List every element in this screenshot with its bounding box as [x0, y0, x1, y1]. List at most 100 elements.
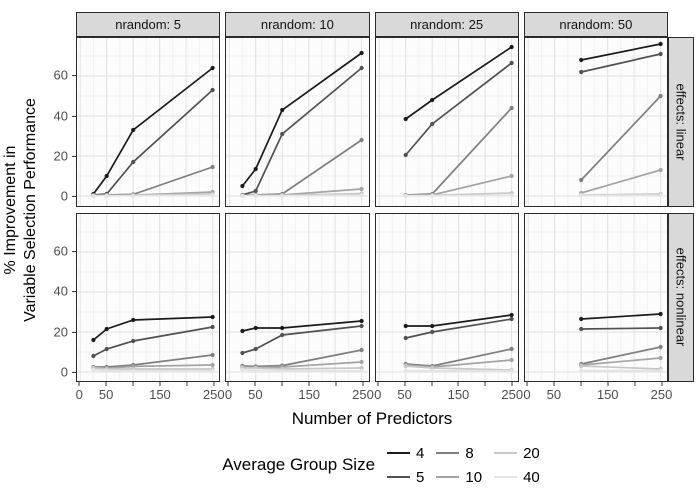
series-point-4 — [359, 318, 364, 323]
x-tick-label: 50 — [248, 387, 263, 402]
series-line-40 — [93, 368, 213, 372]
series-point-40 — [91, 367, 96, 372]
series-point-5 — [429, 121, 434, 127]
series-line-10 — [242, 360, 362, 368]
series-line-8 — [242, 139, 363, 197]
series-line-5 — [93, 325, 213, 357]
x-tick-mark — [511, 382, 513, 386]
series-point-4 — [253, 166, 259, 172]
series-line-8 — [93, 166, 213, 197]
y-tick-mark — [72, 371, 76, 373]
y-tick-label: 20 — [53, 324, 68, 340]
series-line-4 — [242, 319, 362, 332]
series-point-5 — [210, 87, 215, 93]
series-point-5 — [91, 353, 96, 358]
series-point-40 — [253, 193, 259, 198]
series-point-4 — [253, 325, 259, 330]
series-point-10 — [509, 357, 514, 362]
x-tick-mark — [281, 382, 283, 386]
series-point-5 — [658, 325, 663, 330]
y-tick-mark — [72, 156, 76, 158]
series-point-40 — [359, 368, 364, 373]
x-tick-label: 0 — [75, 387, 83, 402]
series-point-4 — [429, 323, 434, 328]
series-line-10 — [580, 356, 661, 366]
panel-plot-svg — [524, 213, 667, 382]
x-tick-mark — [661, 382, 663, 386]
y-tick-mark — [72, 196, 76, 198]
legend-item-label: 5 — [416, 468, 425, 486]
series-point-40 — [658, 368, 663, 373]
series-point-5 — [509, 60, 514, 66]
series-line-5 — [580, 53, 661, 73]
y-axis-ticks-bottom-row: 0 20 40 60 — [38, 213, 76, 383]
x-axis-title: Number of Predictors — [291, 409, 453, 428]
x-tick-label: 250 — [501, 387, 524, 402]
y-axis-title: % Improvement in Variable Selection Perf… — [2, 37, 39, 382]
series-point-40 — [280, 368, 285, 373]
series-point-5 — [131, 159, 136, 165]
x-tick-label: 50 — [546, 387, 562, 402]
series-point-40 — [91, 193, 96, 198]
series-point-10 — [658, 167, 663, 173]
series-point-4 — [509, 312, 514, 317]
series-point-8 — [658, 93, 663, 99]
facet-strip-col-2-label: nrandom: 10 — [260, 17, 334, 32]
legend-key-line — [436, 452, 460, 454]
series-line-4 — [580, 312, 661, 320]
series-point-10 — [658, 355, 663, 360]
series-point-8 — [578, 177, 584, 183]
series-line-10 — [580, 169, 661, 194]
legend-item-8: 8 — [436, 443, 482, 464]
series-line-4 — [241, 52, 363, 187]
x-tick-label: 0 — [523, 387, 531, 402]
series-point-4 — [403, 323, 408, 328]
series-line-4 — [92, 67, 214, 195]
series-point-4 — [280, 325, 285, 330]
series-point-4 — [658, 41, 663, 47]
legend-title: Average Group Size — [222, 455, 376, 474]
facet-strip-col-4: nrandom: 50 — [523, 12, 668, 37]
series-line-20 — [580, 364, 661, 370]
series-point-4 — [578, 57, 584, 63]
series-line-8 — [242, 348, 363, 367]
legend-key-line — [436, 476, 460, 478]
series-point-5 — [280, 332, 285, 337]
series-point-40 — [509, 193, 514, 198]
facet-strip-col-4-label: nrandom: 50 — [559, 17, 633, 32]
series-point-8 — [509, 105, 514, 111]
series-point-10 — [509, 173, 514, 179]
series-point-40 — [210, 368, 215, 373]
x-tick-mark — [526, 382, 528, 386]
series-point-40 — [104, 368, 109, 373]
x-tick-mark — [78, 382, 80, 386]
series-point-4 — [359, 50, 364, 56]
series-point-4 — [240, 183, 245, 189]
facet-strip-col-1-label: nrandom: 5 — [115, 17, 181, 32]
y-tick-mark — [72, 291, 76, 293]
series-point-40 — [240, 193, 245, 198]
facet-panel-nrandom50-linear — [523, 37, 668, 207]
series-line-20 — [242, 366, 362, 370]
legend-item-4: 4 — [387, 443, 424, 464]
series-point-40 — [210, 193, 215, 198]
legend-item-label: 10 — [465, 468, 483, 486]
x-tick-label: 150 — [596, 387, 619, 402]
x-tick-label: 50 — [397, 387, 412, 402]
x-tick-mark — [132, 382, 134, 386]
legend-item-label: 8 — [465, 444, 474, 462]
x-tick-mark — [457, 382, 459, 386]
series-point-40 — [280, 193, 285, 198]
facet-strip-row-nonlinear-label: effects: nonlinear — [673, 247, 689, 347]
series-point-8 — [509, 346, 514, 351]
series-point-20 — [578, 363, 584, 368]
facet-strip-col-2: nrandom: 10 — [225, 12, 370, 37]
series-point-5 — [253, 346, 259, 351]
series-point-5 — [210, 324, 215, 329]
series-point-5 — [509, 316, 514, 321]
panel-plot-svg — [77, 213, 219, 382]
x-tick-label: 0 — [374, 387, 382, 402]
x-tick-mark — [227, 382, 229, 386]
legend-key-line — [387, 452, 411, 454]
